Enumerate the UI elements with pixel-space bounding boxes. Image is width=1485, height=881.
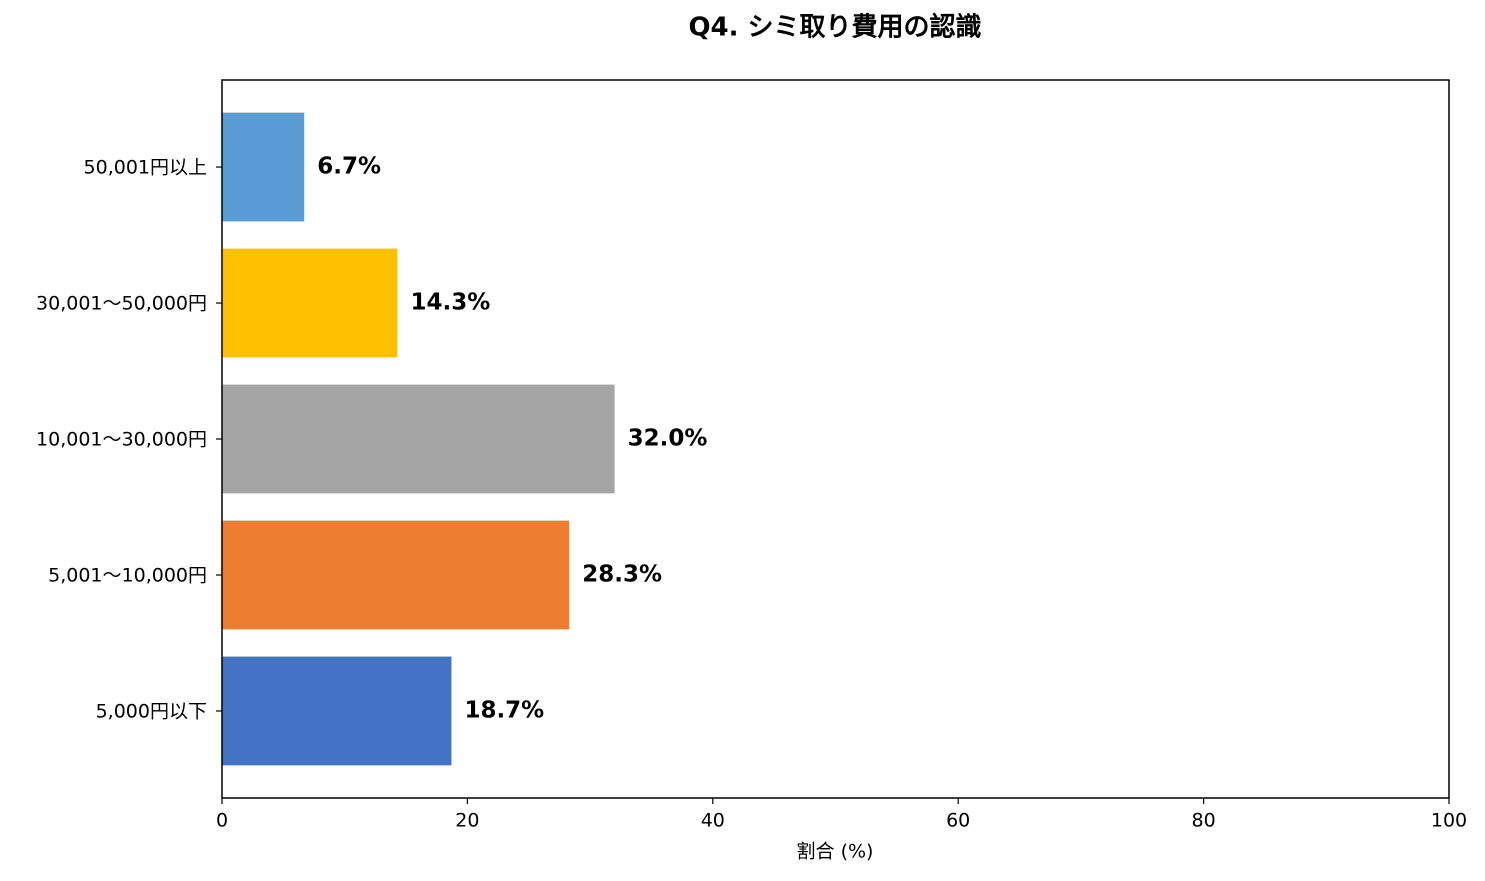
y-tick-label: 30,001〜50,000円	[36, 293, 207, 315]
x-axis-label: 割合 (%)	[797, 841, 874, 863]
value-label: 14.3%	[410, 290, 490, 316]
x-tick-label: 60	[946, 810, 970, 832]
plot-frame	[221, 79, 1450, 799]
bar	[222, 248, 398, 358]
y-tick-label: 5,001〜10,000円	[48, 564, 207, 586]
value-label: 18.7%	[464, 697, 544, 723]
bar	[222, 112, 305, 222]
y-tick-label: 50,001円以上	[84, 157, 207, 179]
x-tick-label: 100	[1431, 810, 1467, 832]
value-label: 32.0%	[628, 426, 708, 452]
x-tick-label: 0	[216, 810, 228, 832]
y-tick-label: 10,001〜30,000円	[36, 429, 207, 451]
bar	[222, 520, 570, 630]
x-tick-label: 20	[455, 810, 479, 832]
bar	[222, 656, 452, 766]
value-label: 6.7%	[317, 154, 381, 180]
value-label: 28.3%	[582, 561, 662, 587]
chart-title: Q4. シミ取り費用の認識	[688, 12, 981, 43]
x-tick-label: 40	[701, 810, 725, 832]
x-tick-label: 80	[1192, 810, 1216, 832]
y-tick-label: 5,000円以下	[96, 700, 207, 722]
bar	[222, 384, 615, 494]
